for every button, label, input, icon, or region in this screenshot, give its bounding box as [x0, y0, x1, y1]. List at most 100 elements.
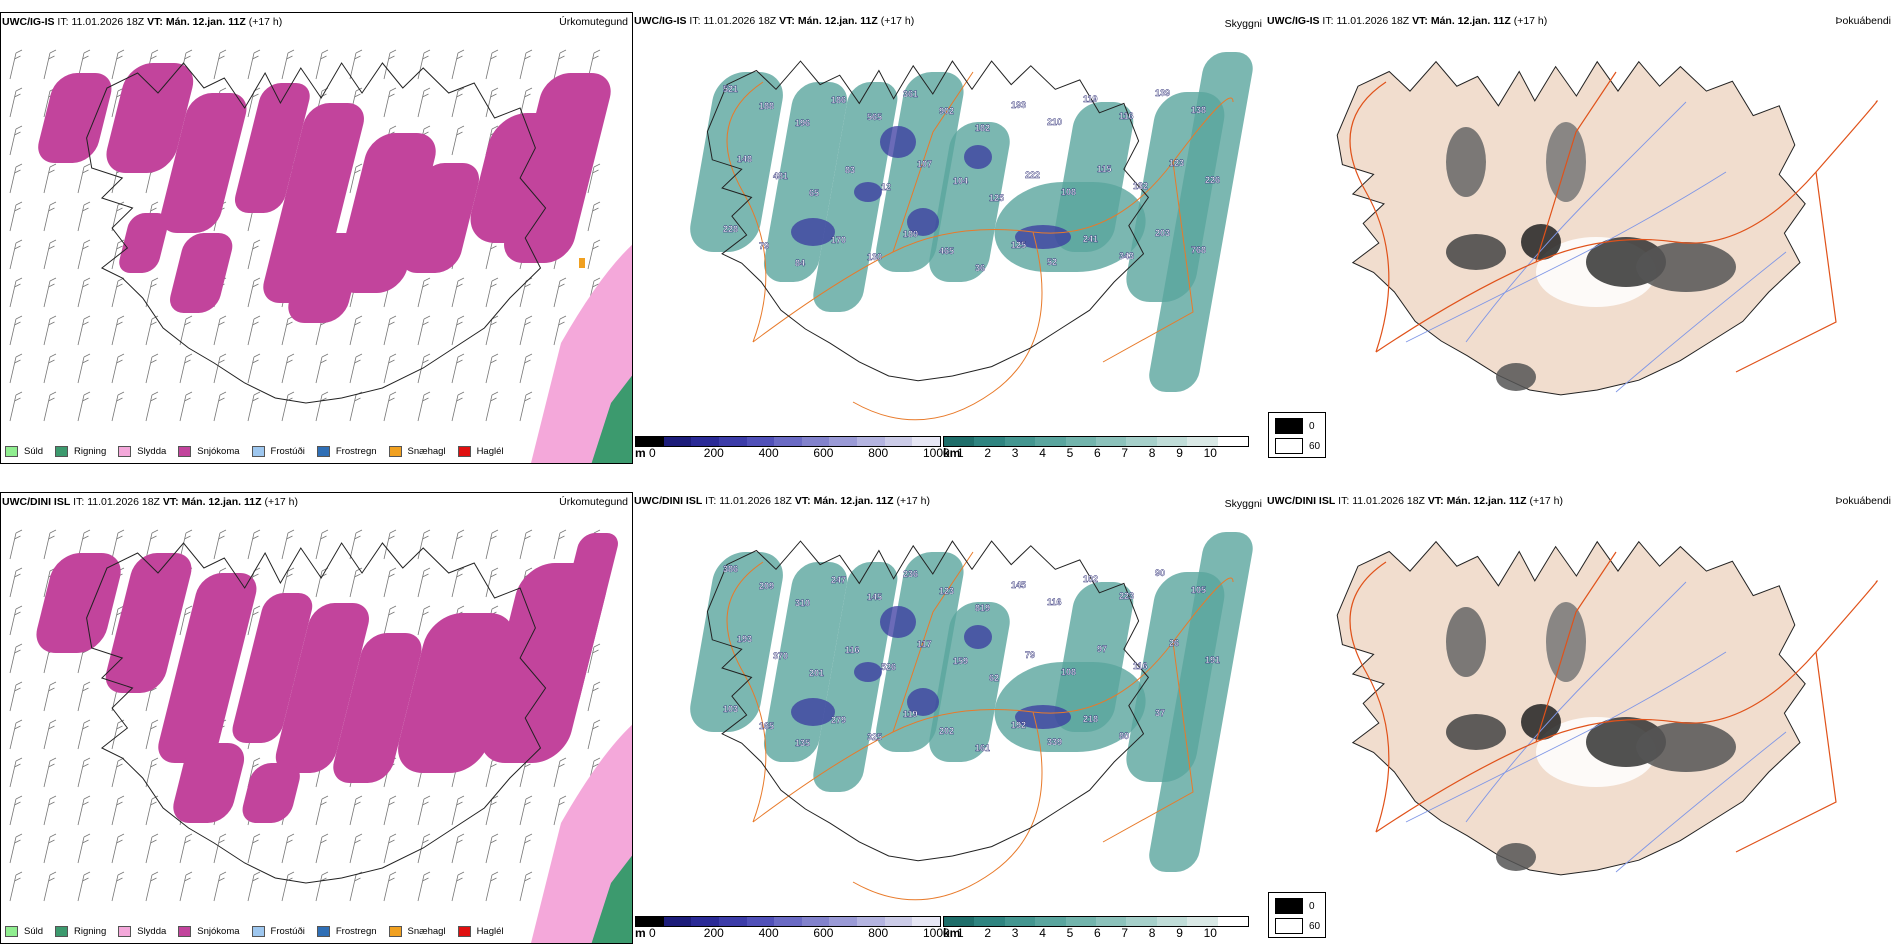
visibility-labels: 386 209 310 247 145 236 123 819 145 116 102 223 90 10… — [723, 564, 1220, 753]
precip-panel-top: UWC/IG-IS IT: 11.01.2026 18Z VT: Mán. 12… — [0, 12, 633, 464]
colorbar-tick: 5 — [1066, 446, 1074, 460]
snow-band — [242, 763, 300, 823]
colorbar-tick: 9 — [1176, 926, 1183, 940]
visibility-label: 339 — [1047, 737, 1062, 747]
colorbar-cells — [943, 916, 1249, 927]
fog-legend-label: 60 — [1309, 920, 1321, 932]
visibility-label: 115 — [1097, 164, 1112, 174]
colorbar-tick: 200 — [703, 446, 724, 460]
legend-item: Súld — [5, 926, 43, 937]
visibility-label: 481 — [773, 171, 788, 181]
visibility-label: 165 — [759, 721, 774, 731]
visibility-label: 148 — [737, 154, 752, 164]
fog-panel-top: UWC/IG-IS IT: 11.01.2026 18Z VT: Mán. 12… — [1266, 12, 1900, 464]
colorbar-cell — [1065, 917, 1097, 926]
colorbar-cell — [884, 917, 913, 926]
visibility-label: 196 — [795, 118, 810, 128]
low-visibility-area — [763, 82, 848, 282]
low-visibility-area — [1149, 52, 1253, 392]
legend-label: Rigning — [74, 926, 107, 937]
legend-item: Rigning — [55, 926, 106, 937]
snow-band — [504, 73, 611, 263]
colorbar-tick: 8 — [1148, 446, 1156, 460]
legend-item: Frostúði — [251, 926, 305, 937]
snow-band — [333, 633, 422, 783]
fog-index-area — [1496, 843, 1536, 871]
visibility-label: 819 — [975, 603, 990, 613]
visibility-label: 241 — [1083, 234, 1098, 244]
precip-map-bottom — [9, 529, 632, 943]
rain-area — [591, 855, 632, 943]
colorbar-cell — [718, 917, 747, 926]
visibility-label: 193 — [737, 634, 752, 644]
colorbar-tick: 0 — [649, 926, 656, 940]
terrain-elevation-area — [964, 625, 992, 649]
snow-band — [170, 233, 233, 313]
rain-area — [591, 375, 632, 463]
visibility-label: 203 — [1155, 228, 1170, 238]
panel-header: UWC/DINI ISL IT: 11.01.2026 18Z VT: Mán.… — [1267, 495, 1564, 507]
visibility-label: 83 — [845, 165, 855, 175]
visibility-label: 565 — [867, 112, 882, 122]
coastline — [86, 62, 547, 404]
visibility-label: 170 — [831, 235, 846, 245]
colorbar-cell — [1126, 917, 1157, 926]
colorbar-cell — [944, 917, 975, 926]
precip-type-legend: Súld Rigning Slydda Snjókoma Frostúði Frostre… — [5, 926, 516, 937]
visibility-label: 108 — [1061, 667, 1076, 677]
visibility-label: 310 — [795, 598, 810, 608]
colorbar-tick: 800 — [868, 926, 889, 940]
legend-item: Snæhagl — [388, 446, 446, 457]
visibility-label: 226 — [1205, 175, 1220, 185]
colorbar-cell — [636, 917, 664, 926]
terrain-elevation-area — [880, 126, 916, 158]
colorbar-cell — [1004, 917, 1036, 926]
fog-index-area — [1546, 602, 1586, 682]
colorbar-cell — [774, 437, 802, 446]
visibility-label: 26 — [1169, 638, 1179, 648]
vis-panel-bottom: 386 209 310 247 145 236 123 819 145 116 102 223 90 10… — [633, 492, 1266, 944]
fog-legend-item: 0 — [1275, 418, 1315, 434]
road-network — [1349, 71, 1878, 373]
terrain-elevation-area — [907, 208, 939, 236]
colorbar-cell — [1004, 437, 1036, 446]
fog-index-area — [1521, 224, 1561, 260]
fog-legend-item: 60 — [1275, 918, 1320, 934]
fog-legend-swatch — [1275, 918, 1303, 934]
colorbar-tick: 6 — [1094, 446, 1101, 460]
visibility-label: 116 — [845, 645, 860, 655]
snow-band — [232, 593, 313, 743]
colorbar-tick: 10 — [1203, 926, 1217, 940]
visibility-label: 361 — [903, 89, 918, 99]
colorbar-unit: m — [635, 926, 646, 940]
fog-panel-bottom: UWC/DINI ISL IT: 11.01.2026 18Z VT: Mán.… — [1266, 492, 1900, 944]
visibility-label: 36 — [975, 263, 985, 273]
precip-type-legend: Súld Rigning Slydda Snjókoma Frostúði Frostre… — [5, 446, 516, 457]
fog-index-area — [1636, 242, 1736, 292]
colorbar-tick: 4 — [1039, 926, 1046, 940]
legend-swatch — [388, 446, 402, 457]
colorbar-cell — [1096, 917, 1127, 926]
fog-index-area — [1636, 722, 1736, 772]
river-network — [1405, 101, 1787, 393]
colorbar-cell — [1156, 437, 1188, 446]
legend-label: Haglél — [476, 446, 504, 457]
fog-index-area — [1496, 363, 1536, 391]
land-area — [1336, 60, 1806, 396]
colorbar-cell — [1126, 437, 1157, 446]
visibility-label: 52 — [1047, 257, 1057, 267]
legend-label: Haglél — [476, 926, 504, 937]
panel-header: UWC/IG-IS IT: 11.01.2026 18Z VT: Mán. 12… — [634, 15, 915, 27]
colorbar-cell — [974, 437, 1005, 446]
fog-map-top — [1336, 60, 1878, 396]
colorbar-cell — [663, 917, 692, 926]
fog-index-area — [1446, 234, 1506, 270]
panel-header: UWC/DINI ISL IT: 11.01.2026 18Z VT: Mán.… — [634, 495, 931, 507]
colorbar-cell — [829, 917, 858, 926]
colorbar-cell — [884, 437, 913, 446]
colorbar-cells — [635, 916, 941, 927]
visibility-label: 37 — [1155, 708, 1165, 718]
road-network — [726, 551, 1234, 901]
legend-item: Frostregn — [316, 446, 377, 457]
terrain-elevation-area — [854, 662, 882, 682]
